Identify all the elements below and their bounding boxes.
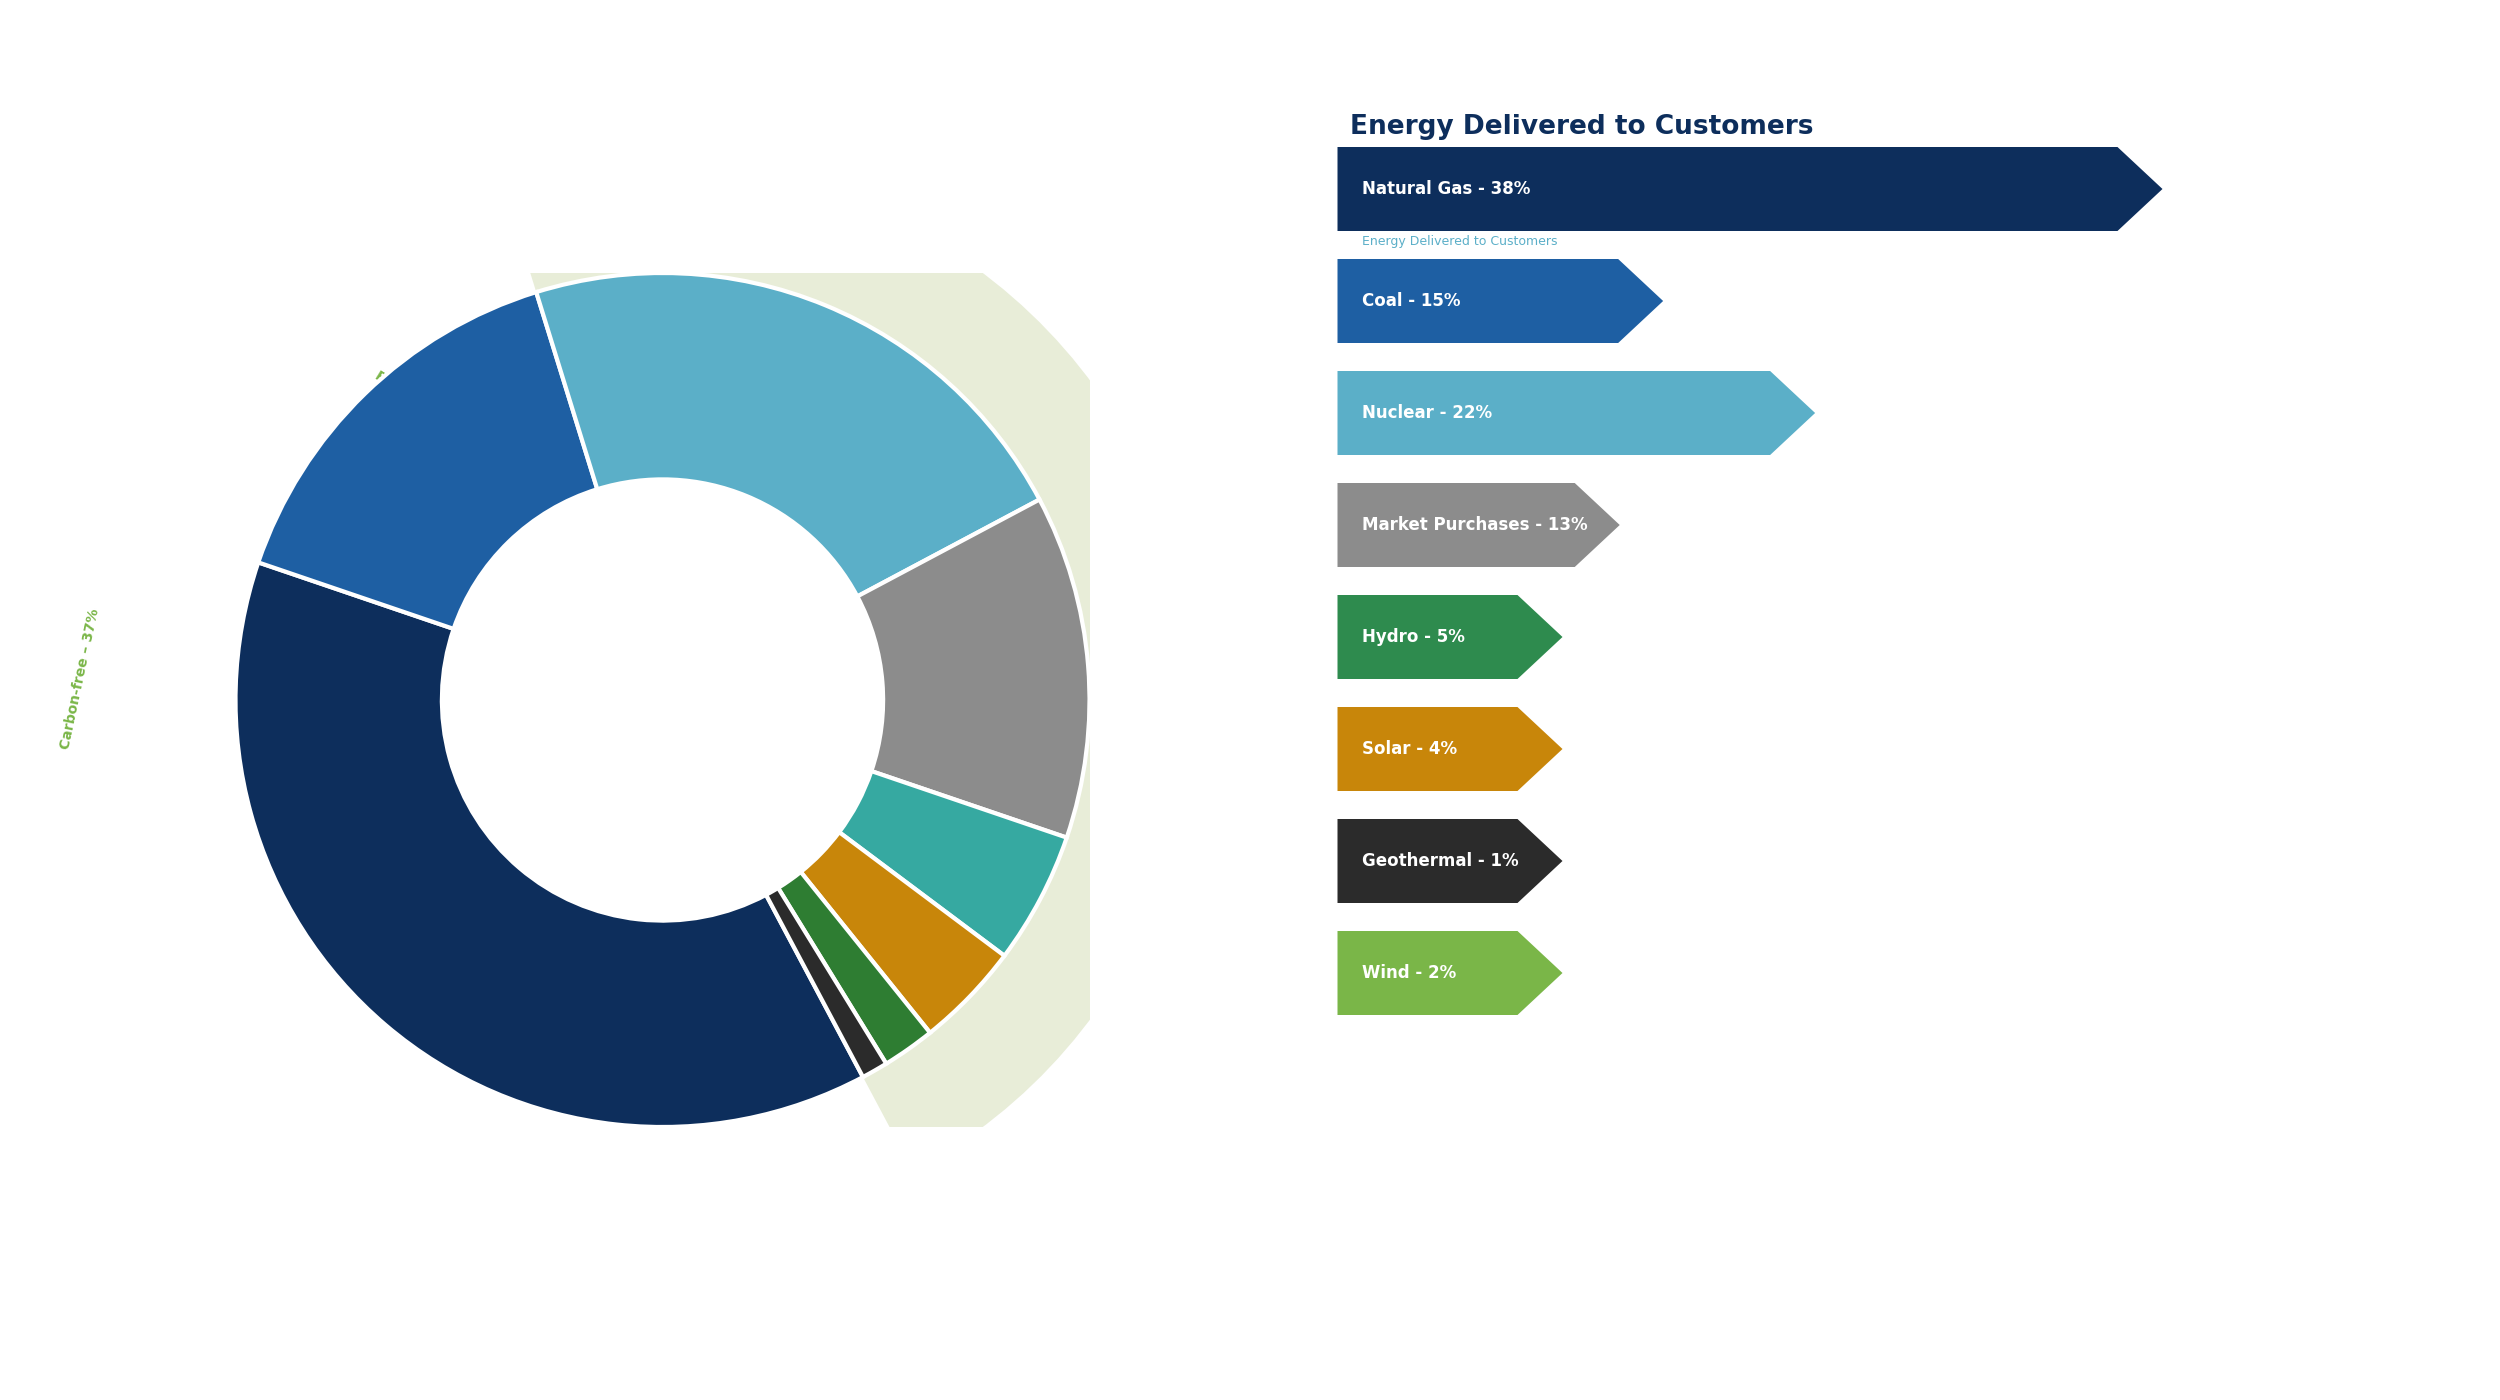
Polygon shape bbox=[1338, 707, 1562, 791]
Polygon shape bbox=[1338, 931, 1562, 1015]
Wedge shape bbox=[258, 293, 598, 629]
Wedge shape bbox=[840, 771, 1068, 956]
Wedge shape bbox=[858, 500, 1090, 837]
Text: FY24: FY24 bbox=[592, 850, 732, 897]
Polygon shape bbox=[1338, 147, 2162, 231]
Text: Energy Delivered to Customers: Energy Delivered to Customers bbox=[1350, 115, 1812, 140]
Text: Solar - 4%: Solar - 4% bbox=[1362, 741, 1457, 757]
Wedge shape bbox=[235, 563, 862, 1127]
Text: Renewables – 12%: Renewables – 12% bbox=[372, 368, 503, 458]
Wedge shape bbox=[505, 167, 1195, 1172]
Text: SRP’S: SRP’S bbox=[580, 606, 745, 654]
Wedge shape bbox=[765, 888, 885, 1077]
Text: Hydro - 5%: Hydro - 5% bbox=[1362, 629, 1465, 645]
Text: ENERGY: ENERGY bbox=[550, 687, 775, 735]
Circle shape bbox=[442, 479, 882, 921]
Polygon shape bbox=[1338, 483, 1620, 567]
Wedge shape bbox=[800, 832, 1005, 1033]
Wedge shape bbox=[535, 273, 1040, 596]
Text: Nuclear - 22%: Nuclear - 22% bbox=[1362, 405, 1492, 421]
Text: Market Purchases - 13%: Market Purchases - 13% bbox=[1362, 517, 1588, 533]
Text: Geothermal - 1%: Geothermal - 1% bbox=[1362, 853, 1520, 869]
Text: Energy Delivered to Customers: Energy Delivered to Customers bbox=[1362, 235, 1558, 248]
Polygon shape bbox=[1338, 819, 1562, 903]
Text: Coal - 15%: Coal - 15% bbox=[1362, 293, 1460, 309]
Wedge shape bbox=[778, 872, 930, 1064]
Text: SOURCES: SOURCES bbox=[530, 769, 795, 816]
Polygon shape bbox=[1338, 371, 1815, 455]
Polygon shape bbox=[1338, 259, 1662, 343]
Text: Wind - 2%: Wind - 2% bbox=[1362, 965, 1457, 981]
Polygon shape bbox=[1338, 595, 1562, 679]
Text: Carbon-free – 37%: Carbon-free – 37% bbox=[58, 608, 102, 750]
Text: Natural Gas - 38%: Natural Gas - 38% bbox=[1362, 181, 1530, 197]
